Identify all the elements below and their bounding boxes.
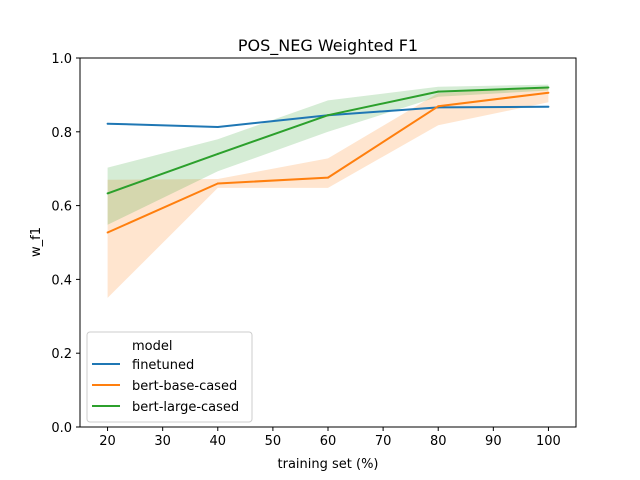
legend-label-finetuned: finetuned [132,358,194,373]
y-tick-label: 0.0 [51,421,72,436]
x-tick-label: 100 [536,434,561,449]
legend-label-bert-base-cased: bert-base-cased [132,379,237,394]
chart-title: POS_NEG Weighted F1 [238,36,418,56]
data-point-bert-large-cased-20 [106,192,109,195]
x-tick-label: 60 [320,434,337,449]
data-point-bert-base-cased-60 [327,176,329,179]
data-point-bert-base-cased-80 [437,105,440,108]
x-tick-label: 70 [375,434,392,449]
axes: 20 30 40 50 60 70 80 90 100 0.0 0.2 0.4 0.6 0.8 1.0 [51,52,577,449]
legend: model finetuned bert-base-cased bert-large-… [86,331,253,423]
y-tick-label: 0.4 [51,273,72,288]
x-axis-title: training set (%) [278,457,379,472]
x-tick-label: 90 [485,434,502,449]
legend-label-bert-large-cased: bert-large-cased [132,400,239,415]
y-tick-label: 0.2 [51,347,72,362]
data-point-bert-large-cased-40 [216,152,219,155]
legend-title: model [132,339,172,354]
x-tick-label: 20 [99,434,116,449]
y-tick-label: 0.6 [51,200,72,215]
x-tick-label: 40 [210,434,227,449]
legend-box [86,331,253,423]
data-point-bert-base-cased-100 [547,91,550,94]
y-axis-title: w_f1 [29,227,44,257]
y-tick-label: 1.0 [51,52,72,67]
confidence-band-bert-large-cased [107,84,549,225]
data-point-bert-base-cased-40 [216,182,219,185]
series-lines [106,86,550,234]
data-point-bert-large-cased-100 [547,86,550,89]
data-point-bert-large-cased-60 [327,114,329,117]
y-tick-label: 0.8 [51,126,72,141]
data-point-finetuned-20 [106,122,109,125]
data-point-finetuned-100 [547,105,550,108]
x-tick-label: 50 [265,434,282,449]
confidence-bands [107,84,549,298]
data-point-bert-base-cased-20 [106,231,109,234]
data-point-bert-large-cased-80 [437,90,440,93]
x-tick-label: 80 [430,434,447,449]
x-tick-label: 30 [154,434,171,449]
data-point-finetuned-40 [216,126,219,128]
